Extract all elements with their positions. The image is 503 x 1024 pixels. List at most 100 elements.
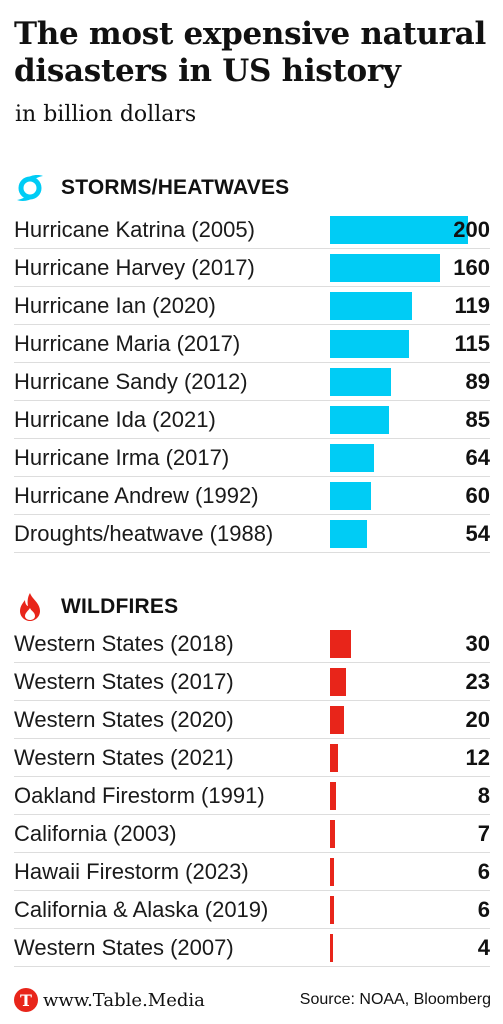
row-divider	[14, 776, 490, 777]
bar-row: Hurricane Ida (2021) 85	[0, 401, 503, 439]
row-divider	[14, 324, 490, 325]
bar	[330, 782, 336, 810]
bar-row: Western States (2020) 20	[0, 701, 503, 739]
bar-row: Western States (2007) 4	[0, 929, 503, 967]
row-divider	[14, 476, 490, 477]
bar-value-label: 6	[477, 897, 490, 922]
bar-row: Oakland Firestorm (1991) 8	[0, 777, 503, 815]
footer: T www.Table.Media Source: NOAA, Bloomber…	[14, 986, 491, 1014]
bar-row: California & Alaska (2019) 6	[0, 891, 503, 929]
bar-row: Western States (2018) 30	[0, 625, 503, 663]
bar-label: Hurricane Maria (2017)	[14, 331, 241, 356]
bar	[330, 896, 335, 924]
storms-bar-list: Hurricane Katrina (2005) 200 Hurricane Har…	[0, 211, 503, 553]
bar-row: Western States (2017) 23	[0, 663, 503, 701]
row-divider	[14, 928, 490, 929]
bar-label: Western States (2021)	[14, 745, 234, 770]
bar-label: Hurricane Ida (2021)	[14, 407, 216, 432]
bar-row: California (2003) 7	[0, 815, 503, 853]
bar-value-label: 85	[465, 407, 490, 432]
row-divider	[14, 400, 490, 401]
bar-label: California (2003)	[14, 821, 177, 846]
bar	[330, 934, 333, 962]
bar-row: Hawaii Firestorm (2023) 6	[0, 853, 503, 891]
bar	[330, 406, 389, 434]
brand: T www.Table.Media	[14, 988, 205, 1012]
bar-value-label: 6	[477, 859, 490, 884]
bar-value-label: 12	[465, 745, 490, 770]
bar	[330, 444, 375, 472]
bar-label: Hurricane Sandy (2012)	[14, 369, 248, 394]
bar-label: Hurricane Katrina (2005)	[14, 217, 255, 242]
bar	[330, 330, 410, 358]
bar	[330, 668, 346, 696]
row-divider	[14, 438, 490, 439]
brand-url[interactable]: www.Table.Media	[43, 989, 205, 1011]
bar-value-label: 160	[453, 255, 490, 280]
bar-label: Western States (2020)	[14, 707, 234, 732]
row-divider	[14, 700, 490, 701]
row-divider	[14, 514, 490, 515]
bar-value-label: 30	[465, 631, 490, 656]
bar-row: Hurricane Maria (2017) 115	[0, 325, 503, 363]
bar	[330, 858, 335, 886]
bar-value-label: 54	[465, 521, 490, 546]
row-divider	[14, 852, 490, 853]
bar-label: Western States (2018)	[14, 631, 234, 656]
bar-value-label: 20	[465, 707, 490, 732]
row-divider	[14, 890, 490, 891]
bar-row: Droughts/heatwave (1988) 54	[0, 515, 503, 553]
bar	[330, 216, 468, 244]
bar-row: Hurricane Sandy (2012) 89	[0, 363, 503, 401]
bar-value-label: 23	[465, 669, 490, 694]
section-header-storms: STORMS/HEATWAVES	[14, 171, 289, 205]
table-media-logo-icon: T	[14, 988, 38, 1012]
bar-label: Western States (2007)	[14, 935, 234, 960]
bar-row: Hurricane Harvey (2017) 160	[0, 249, 503, 287]
chart-title: The most expensive natural disasters in …	[14, 16, 486, 89]
bar	[330, 368, 392, 396]
bar-row: Hurricane Irma (2017) 64	[0, 439, 503, 477]
bar	[330, 820, 335, 848]
section-header-wildfires: WILDFIRES	[14, 590, 178, 624]
bar-label: Western States (2017)	[14, 669, 234, 694]
bar-label: Hurricane Andrew (1992)	[14, 483, 259, 508]
bar	[330, 292, 413, 320]
logo-letter: T	[20, 991, 32, 1010]
row-divider	[14, 738, 490, 739]
bar	[330, 630, 351, 658]
bar-value-label: 115	[454, 331, 491, 356]
bar-value-label: 8	[477, 783, 490, 808]
bar-value-label: 119	[454, 293, 491, 318]
hurricane-icon	[17, 175, 43, 201]
bar-value-label: 4	[477, 935, 490, 960]
row-divider	[14, 286, 490, 287]
bar	[330, 482, 372, 510]
wildfires-bar-list: Western States (2018) 30 Western States (2…	[0, 625, 503, 967]
section-title-storms: STORMS/HEATWAVES	[61, 176, 290, 199]
bar-label: Oakland Firestorm (1991)	[14, 783, 265, 808]
fire-icon	[20, 593, 40, 621]
bar-value-label: 64	[465, 445, 490, 470]
bar	[330, 254, 441, 282]
bar-value-label: 89	[465, 369, 490, 394]
bar-label: Hurricane Ian (2020)	[14, 293, 216, 318]
row-divider	[14, 814, 490, 815]
bar-value-label: 7	[477, 821, 490, 846]
bar-value-label: 60	[465, 483, 490, 508]
row-divider	[14, 362, 490, 363]
section-title-wildfires: WILDFIRES	[61, 595, 179, 618]
row-divider	[14, 552, 490, 553]
bar-row: Hurricane Andrew (1992) 60	[0, 477, 503, 515]
row-divider	[14, 248, 490, 249]
bar	[330, 706, 344, 734]
bar-label: Droughts/heatwave (1988)	[14, 521, 274, 546]
bar-label: Hurricane Irma (2017)	[14, 445, 230, 470]
bar-row: Hurricane Ian (2020) 119	[0, 287, 503, 325]
source-note: Source: NOAA, Bloomberg	[299, 991, 491, 1008]
bar	[330, 744, 339, 772]
bar-row: Hurricane Katrina (2005) 200	[0, 211, 503, 249]
chart-subtitle: in billion dollars	[15, 102, 197, 127]
bar	[330, 520, 368, 548]
bar-value-label: 200	[453, 217, 490, 242]
